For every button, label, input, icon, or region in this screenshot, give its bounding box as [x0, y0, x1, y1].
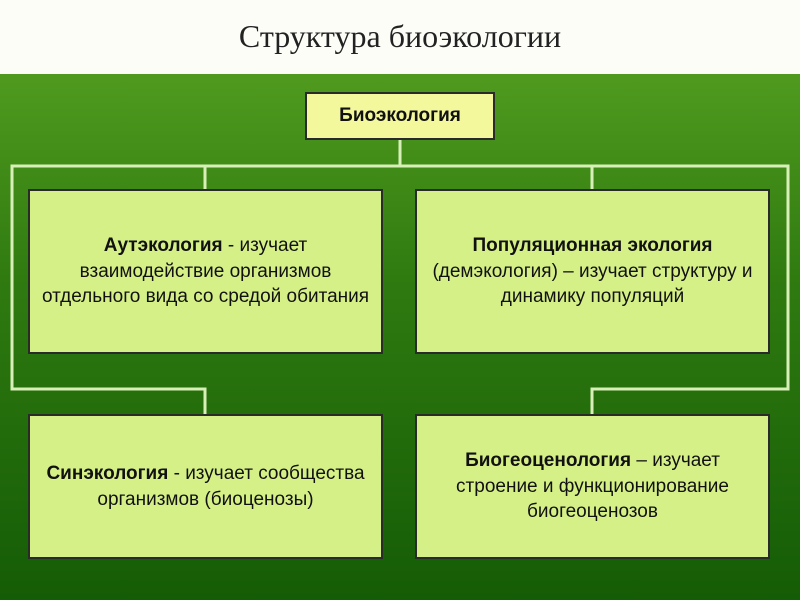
edge-root-demecology — [400, 140, 592, 189]
node-synecology: Синэкология - изучает сообщества организ… — [28, 414, 383, 559]
node-demecology-rest: (демэкология) – изучает структуру и дина… — [432, 261, 752, 308]
node-synecology-term: Синэкология — [46, 463, 168, 484]
node-synecology-text: Синэкология - изучает сообщества организ… — [40, 461, 371, 512]
node-bioecology-label: Биоэкология — [339, 103, 461, 129]
node-autecology-text: Аутэкология - изучает взаимодействие орг… — [40, 233, 371, 310]
node-demecology: Популяционная экология (демэкология) – и… — [415, 189, 770, 354]
node-biogeocenology-text: Биогеоценология – изучает строение и фун… — [427, 448, 758, 525]
node-demecology-term: Популяционная экология — [472, 235, 712, 256]
page-title: Структура биоэкологии — [0, 0, 800, 65]
node-biogeocenology-term: Биогеоценология — [465, 450, 631, 471]
node-bioecology: Биоэкология — [305, 92, 495, 140]
node-autecology-term: Аутэкология — [104, 235, 223, 256]
node-autecology: Аутэкология - изучает взаимодействие орг… — [28, 189, 383, 354]
edge-root-autecology — [205, 140, 400, 189]
node-biogeocenology: Биогеоценология – изучает строение и фун… — [415, 414, 770, 559]
node-demecology-text: Популяционная экология (демэкология) – и… — [427, 233, 758, 310]
diagram-area: Биоэкология Аутэкология - изучает взаимо… — [0, 74, 800, 600]
